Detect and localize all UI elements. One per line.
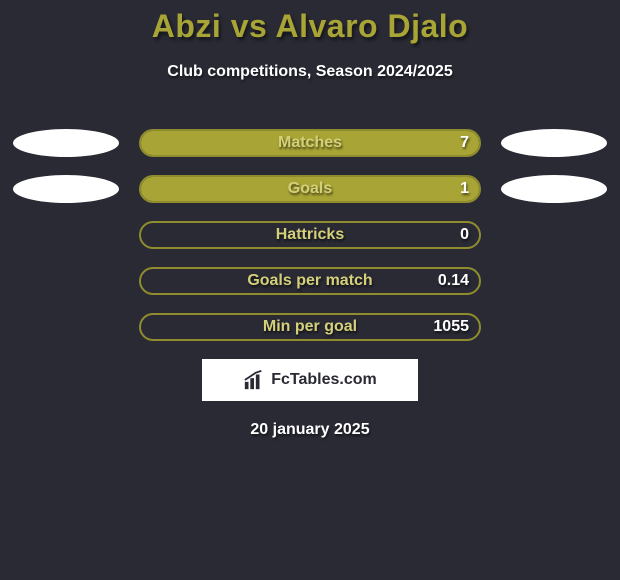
stat-value: 0 xyxy=(460,226,469,244)
stat-row: Goals per match 0.14 xyxy=(0,267,620,295)
stat-value: 1055 xyxy=(433,318,469,336)
stat-value: 1 xyxy=(460,180,469,198)
stat-row: Hattricks 0 xyxy=(0,221,620,249)
stat-label: Goals xyxy=(141,180,479,198)
right-ellipse xyxy=(501,175,607,203)
stat-bar: Min per goal 1055 xyxy=(139,313,481,341)
subtitle: Club competitions, Season 2024/2025 xyxy=(0,63,620,81)
page-title: Abzi vs Alvaro Djalo xyxy=(0,8,620,45)
brand-text: FcTables.com xyxy=(271,371,377,389)
stat-row: Min per goal 1055 xyxy=(0,313,620,341)
left-ellipse xyxy=(13,129,119,157)
stat-bar: Goals per match 0.14 xyxy=(139,267,481,295)
stat-bar: Hattricks 0 xyxy=(139,221,481,249)
stat-row: Goals 1 xyxy=(0,175,620,203)
stats-section: Matches 7 Goals 1 Hattricks 0 xyxy=(0,129,620,341)
stat-label: Hattricks xyxy=(141,226,479,244)
stat-bar: Goals 1 xyxy=(139,175,481,203)
stat-label: Goals per match xyxy=(141,272,479,290)
right-ellipse xyxy=(501,129,607,157)
left-ellipse xyxy=(13,175,119,203)
stat-value: 0.14 xyxy=(438,272,469,290)
stat-label: Min per goal xyxy=(141,318,479,336)
date-text: 20 january 2025 xyxy=(0,421,620,439)
stat-row: Matches 7 xyxy=(0,129,620,157)
chart-icon xyxy=(243,369,265,391)
stat-bar: Matches 7 xyxy=(139,129,481,157)
stat-label: Matches xyxy=(141,134,479,152)
stat-value: 7 xyxy=(460,134,469,152)
page-container: Abzi vs Alvaro Djalo Club competitions, … xyxy=(0,0,620,439)
brand-box: FcTables.com xyxy=(202,359,418,401)
